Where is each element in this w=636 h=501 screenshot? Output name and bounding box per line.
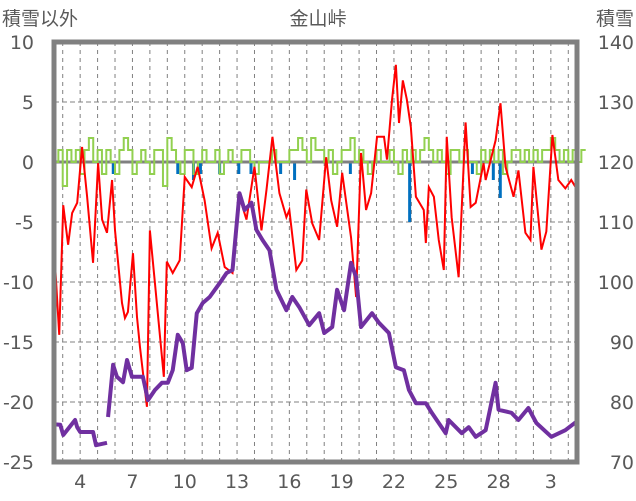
precip-bar — [249, 162, 253, 174]
precip-bar — [111, 162, 115, 174]
precip-bar — [237, 162, 241, 174]
right-tick-label: 140 — [598, 32, 634, 54]
left-tick-label: -10 — [3, 272, 34, 294]
left-tick-label: -15 — [3, 332, 34, 354]
x-tick-label: 16 — [277, 471, 301, 493]
right-tick-label: 100 — [598, 272, 634, 294]
x-tick-label: 7 — [126, 471, 138, 493]
precip-bar — [408, 162, 412, 222]
left-axis-title: 積雪以外 — [2, 8, 78, 30]
gridlines — [54, 42, 577, 462]
right-tick-label: 110 — [598, 212, 634, 234]
right-tick-label: 120 — [598, 152, 634, 174]
x-tick-label: 3 — [545, 471, 557, 493]
left-tick-label: 0 — [22, 152, 34, 174]
right-tick-label: 130 — [598, 92, 634, 114]
left-tick-label: -5 — [15, 212, 34, 234]
precip-bar — [279, 162, 283, 174]
right-tick-label: 90 — [610, 332, 634, 354]
precip-bar — [470, 162, 474, 174]
right-axis-title: 積雪 — [596, 8, 634, 30]
tick-labels: 10 140 5 130 0 120 -5 110 -10 100 -15 90 -20 80 -25 70 4… — [3, 32, 634, 493]
snow-depth-line — [53, 418, 108, 448]
precip-bar — [198, 162, 202, 174]
x-tick-label: 4 — [74, 471, 86, 493]
change-line — [54, 137, 586, 187]
precip-bar — [498, 162, 502, 198]
left-tick-label: 5 — [22, 92, 34, 114]
precip-bar — [293, 162, 297, 180]
series-lines — [53, 64, 586, 448]
precip-bar — [348, 162, 352, 174]
precip-bar — [176, 162, 180, 174]
x-tick-label: 10 — [173, 471, 197, 493]
x-tick-label: 19 — [330, 471, 354, 493]
temperature-line — [54, 64, 578, 407]
left-tick-label: -20 — [3, 392, 34, 414]
right-tick-label: 80 — [610, 392, 634, 414]
snow-depth-line — [106, 191, 578, 439]
plot-frame — [51, 39, 580, 465]
precip-bar — [491, 162, 495, 180]
x-tick-label: 28 — [486, 471, 510, 493]
right-tick-label: 70 — [610, 452, 634, 474]
left-tick-label: -25 — [3, 452, 34, 474]
chart-title: 金山峠 — [289, 8, 346, 30]
x-tick-label: 22 — [382, 471, 406, 493]
x-tick-label: 13 — [225, 471, 249, 493]
left-tick-label: 10 — [10, 32, 34, 54]
x-tick-label: 25 — [434, 471, 458, 493]
